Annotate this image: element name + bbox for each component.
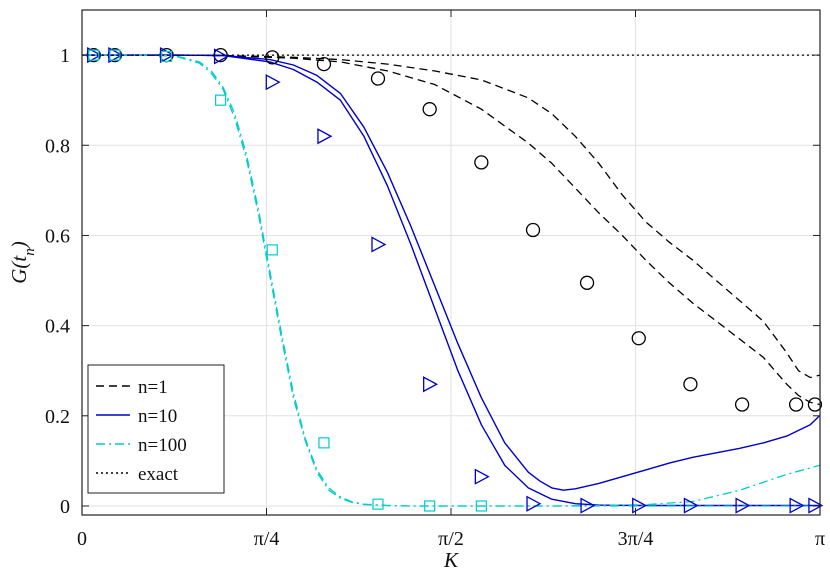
y-tick-label: 0.6 [45,225,70,247]
marker-triangle [632,497,648,514]
y-tick-label: 1 [60,45,70,67]
marker-triangle [265,74,281,91]
marker-triangle [580,497,596,514]
marker-circle [683,377,698,392]
marker-square [318,437,330,449]
legend: n=1 n=10 n=100 exact [87,364,225,494]
marker-triangle [213,48,229,65]
x-tick-label: 0 [77,528,87,550]
series-line-n100 [82,54,820,507]
series-line-n100 [82,54,820,507]
y-tick-label: 0 [60,496,70,518]
marker-circle [265,50,280,65]
y-tick-label: 0.2 [45,406,70,428]
marker-circle [579,275,595,290]
marker-layer [86,47,824,514]
marker-square [475,500,487,512]
series-line-n1 [82,54,820,406]
series-line-n10 [82,54,821,491]
marker-triangle [683,497,699,514]
marker-triangle [108,47,124,64]
x-ticks: 0 π/4 π/2 3π/4 π [77,10,825,550]
marker-circle [788,397,804,412]
marker-triangle [474,468,490,485]
marker-circle [525,222,541,238]
marker-triangle [735,497,751,514]
marker-square [372,498,384,510]
marker-triangle [371,236,387,253]
marker-square [266,244,278,256]
x-tick-label: π [815,528,825,550]
marker-circle [422,102,437,117]
y-tick-label: 0.8 [45,135,70,157]
legend-label: n=10 [138,406,177,427]
marker-square [424,500,436,512]
marker-triangle [808,497,824,514]
marker-circle [370,71,386,86]
y-axis-label: G(tn) [7,241,38,284]
x-tick-label: π/4 [254,528,280,550]
marker-circle [734,397,750,412]
marker-triangle [317,128,333,145]
x-tick-label: 3π/4 [618,528,654,550]
marker-triangle [789,497,805,514]
marker-circle [807,397,823,412]
x-tick-label: π/2 [438,528,464,550]
marker-triangle [423,376,439,393]
marker-triangle [526,495,542,512]
marker-circle [631,331,646,346]
marker-square [160,50,173,63]
marker-square [109,49,121,61]
legend-label: exact [138,464,179,485]
y-ticks: 0 0.2 0.4 0.6 0.8 1 [45,45,820,518]
marker-square [214,94,227,106]
marker-circle [316,56,332,72]
legend-label: n=100 [138,435,187,456]
x-axis-label: K [443,548,459,572]
marker-circle [474,155,489,170]
series-layer [82,54,821,507]
legend-label: n=1 [138,377,168,398]
series-line-n1 [82,54,820,379]
y-tick-label: 0.4 [45,316,70,338]
